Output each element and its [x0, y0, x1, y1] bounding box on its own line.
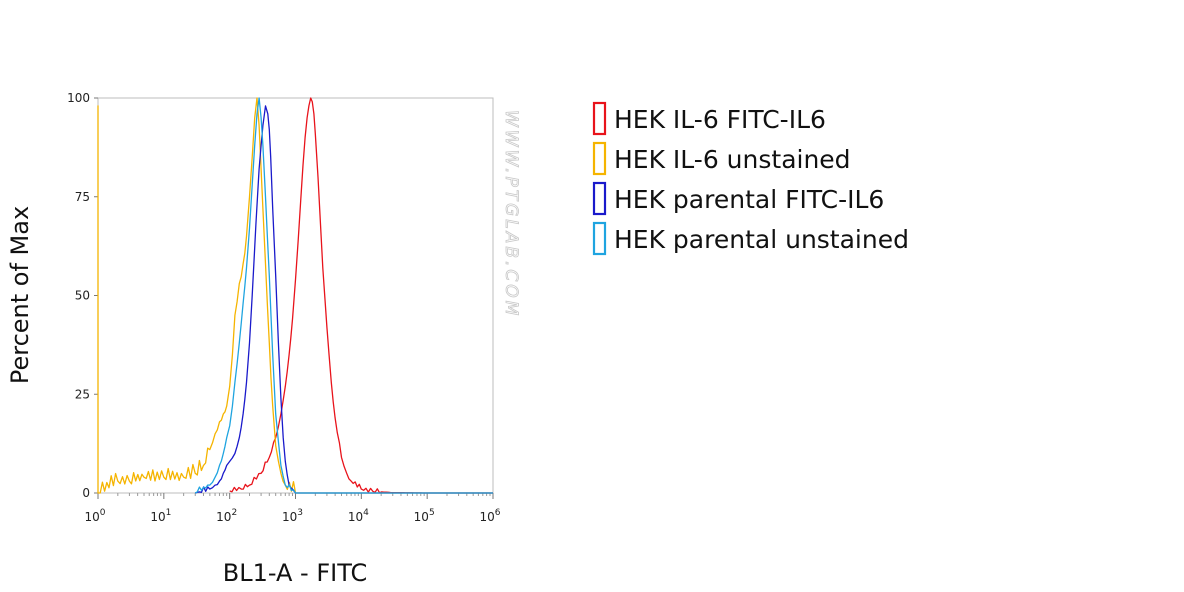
x-tick-base: 10 [479, 510, 494, 524]
x-tick-base: 10 [414, 510, 429, 524]
y-tick-label: 25 [75, 387, 90, 401]
x-axis-title: BL1-A - FITC [223, 559, 367, 587]
x-tick-label: 105 [414, 508, 435, 524]
y-tick-label: 100 [67, 91, 90, 105]
x-axis-ticks: 100 101 102 103 104 105 106 [84, 493, 501, 524]
x-tick-base: 10 [348, 510, 363, 524]
plot-frame [97, 97, 494, 494]
x-tick-label: 106 [479, 508, 500, 524]
legend-swatch [592, 141, 607, 176]
x-tick-label: 101 [150, 508, 171, 524]
x-tick-exponent: 2 [231, 508, 237, 518]
legend-label: HEK IL-6 unstained [614, 145, 851, 174]
legend-swatch [592, 221, 607, 256]
x-tick-base: 10 [84, 510, 99, 524]
x-tick-label: 104 [348, 508, 369, 524]
x-tick-exponent: 6 [495, 508, 501, 518]
x-tick-base: 10 [150, 510, 165, 524]
legend-label: HEK IL-6 FITC-IL6 [614, 105, 826, 134]
y-axis-title: Percent of Max [6, 206, 34, 384]
legend-swatch [592, 101, 607, 136]
legend-swatch [592, 181, 607, 216]
y-tick-label: 0 [82, 486, 90, 500]
legend: HEK IL-6 FITC-IL6 HEK IL-6 unstained HEK p… [592, 101, 909, 256]
x-tick-exponent: 4 [363, 508, 369, 518]
series-line-3 [194, 97, 493, 494]
x-tick-exponent: 1 [166, 508, 172, 518]
x-tick-base: 10 [282, 510, 297, 524]
x-tick-label: 100 [84, 508, 105, 524]
x-tick-exponent: 0 [100, 508, 106, 518]
y-tick-label: 75 [75, 190, 90, 204]
legend-label: HEK parental FITC-IL6 [614, 185, 884, 214]
x-tick-label: 102 [216, 508, 237, 524]
x-tick-label: 103 [282, 508, 303, 524]
legend-label: HEK parental unstained [614, 225, 909, 254]
x-tick-exponent: 5 [429, 508, 435, 518]
watermark-text: WWW.PTGLAB.COM [501, 110, 521, 318]
series-lines [97, 97, 493, 494]
x-tick-exponent: 3 [297, 508, 303, 518]
y-axis-ticks: 0 25 50 75 100 [67, 91, 98, 500]
x-tick-base: 10 [216, 510, 231, 524]
y-tick-label: 50 [75, 289, 90, 303]
